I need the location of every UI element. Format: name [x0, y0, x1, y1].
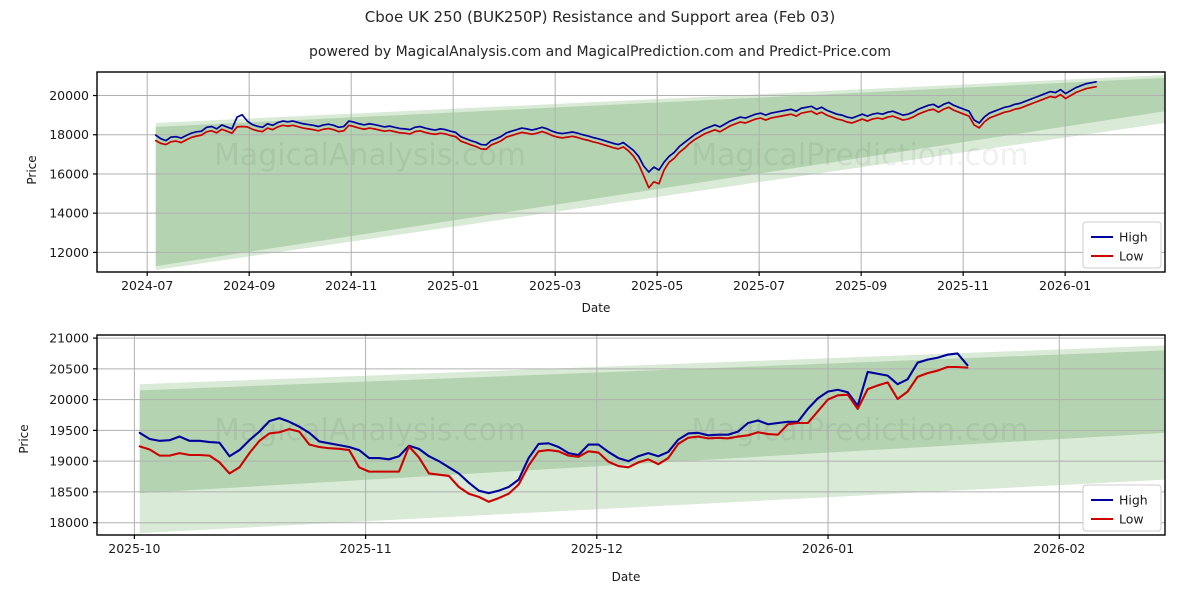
detail-chart-plot: MagicalAnalysis.com MagicalPrediction.com… — [49, 331, 1166, 556]
svg-text:20500: 20500 — [49, 361, 89, 376]
svg-text:2026-01: 2026-01 — [802, 541, 854, 556]
svg-text:2025-11: 2025-11 — [339, 541, 391, 556]
page-subtitle: powered by MagicalAnalysis.com and Magic… — [309, 44, 891, 60]
svg-detail-legend: High Low — [1082, 484, 1162, 532]
svg-text:20000: 20000 — [49, 88, 89, 103]
main-chart-plot: MagicalAnalysis.com MagicalPrediction.com… — [49, 71, 1166, 293]
svg-text:19500: 19500 — [49, 423, 89, 438]
svg-text:MagicalAnalysis.com: MagicalAnalysis.com — [214, 138, 526, 173]
svg-text:2026-02: 2026-02 — [1033, 541, 1085, 556]
svg-text:High: High — [1119, 493, 1148, 508]
svg-text:Low: Low — [1119, 249, 1144, 264]
svg-text:Low: Low — [1119, 512, 1144, 527]
svg-text:2025-01: 2025-01 — [427, 278, 479, 293]
svg-text:19000: 19000 — [49, 454, 89, 469]
svg-text:14000: 14000 — [49, 206, 89, 221]
main-chart-x-axis-label: Date — [581, 301, 611, 315]
svg-text:2025-10: 2025-10 — [108, 541, 160, 556]
svg-text:16000: 16000 — [49, 166, 89, 181]
page-title: Cboe UK 250 (BUK250P) Resistance and Sup… — [364, 8, 836, 26]
svg-text:2025-05: 2025-05 — [631, 278, 683, 293]
svg-text:21000: 21000 — [49, 331, 89, 346]
svg-text:18000: 18000 — [49, 515, 89, 530]
svg-text:High: High — [1119, 230, 1148, 245]
svg-text:2025-12: 2025-12 — [571, 541, 623, 556]
svg-text:18000: 18000 — [49, 127, 89, 142]
svg-text:18500: 18500 — [49, 484, 89, 499]
svg-text:2024-09: 2024-09 — [223, 278, 275, 293]
svg-text:2025-09: 2025-09 — [835, 278, 887, 293]
svg-text:2024-07: 2024-07 — [121, 278, 173, 293]
svg-main-legend: High Low — [1082, 221, 1162, 269]
svg-text:2026-01: 2026-01 — [1039, 278, 1091, 293]
svg-text:12000: 12000 — [49, 245, 89, 260]
svg-text:2025-03: 2025-03 — [529, 278, 581, 293]
svg-text:2025-07: 2025-07 — [733, 278, 785, 293]
detail-chart-x-axis-label: Date — [611, 570, 641, 584]
svg-text:MagicalPrediction.com: MagicalPrediction.com — [691, 138, 1029, 173]
svg-text:2024-11: 2024-11 — [325, 278, 377, 293]
svg-text:20000: 20000 — [49, 392, 89, 407]
svg-text:2025-11: 2025-11 — [937, 278, 989, 293]
